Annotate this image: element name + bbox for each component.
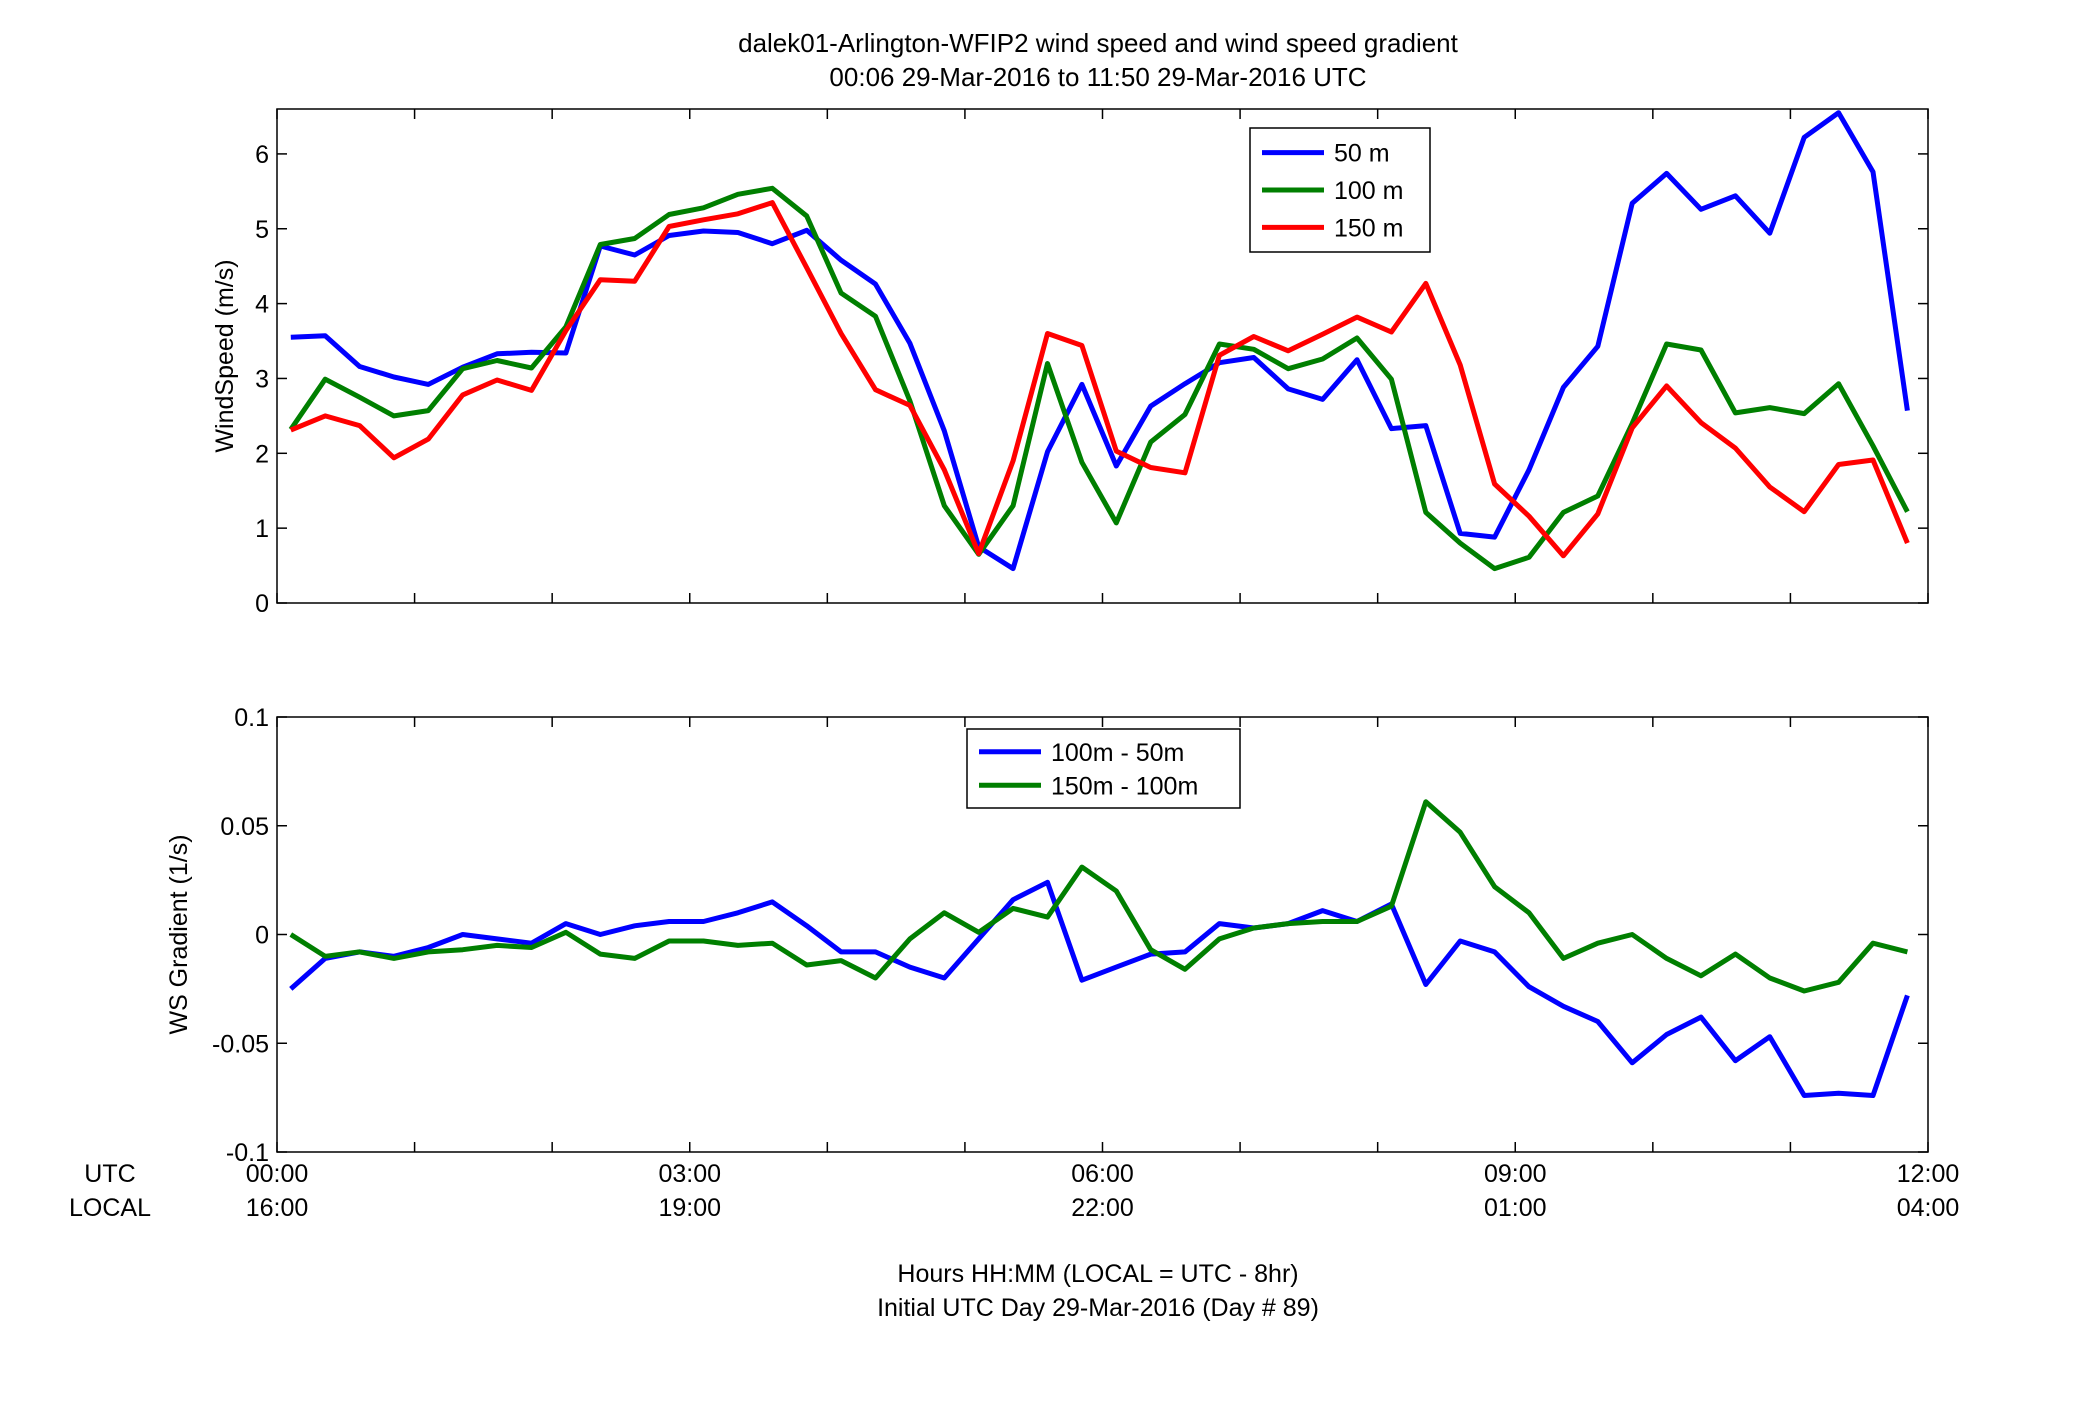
figure-title-line2: 00:06 29-Mar-2016 to 11:50 29-Mar-2016 U… (829, 62, 1366, 92)
legend: 100m - 50m 150m - 100m (966, 728, 1241, 809)
utc-row-label: UTC (84, 1160, 135, 1188)
figure-title-line1: dalek01-Arlington-WFIP2 wind speed and w… (738, 28, 1459, 58)
x-axis-label-line1: Hours HH:MM (LOCAL = UTC - 8hr) (897, 1260, 1298, 1288)
y-tick-label: 1 (255, 515, 269, 543)
x-tick-label-local: 04:00 (1897, 1194, 1960, 1222)
y-tick-label: 3 (255, 365, 269, 393)
wind-speed-plot: 0 1 2 3 4 5 6 WindSpeed (m/s) 50 m 100 m 150 m (211, 108, 1929, 618)
x-axis-label-line2: Initial UTC Day 29-Mar-2016 (Day # 89) (877, 1294, 1319, 1322)
series-line-1 (288, 185, 1910, 572)
x-tick-label-local: 22:00 (1071, 1194, 1134, 1222)
x-tick-label-utc: 06:00 (1071, 1160, 1134, 1188)
y-tick-label: 6 (255, 141, 269, 169)
legend-box (966, 728, 1241, 809)
y-tick-label: 0 (255, 590, 269, 618)
y-tick-label: 0.05 (220, 813, 269, 841)
y-tick-label: 0.1 (234, 704, 269, 732)
series-line-1 (289, 799, 1909, 994)
legend-label: 100m - 50m (1051, 739, 1184, 767)
y-tick-label: 2 (255, 440, 269, 468)
legend-label: 50 m (1334, 140, 1390, 168)
y-tick-label: 4 (255, 291, 269, 319)
y-tick-label: -0.1 (226, 1139, 269, 1167)
x-tick-label-local: 01:00 (1484, 1194, 1547, 1222)
legend-label: 100 m (1334, 177, 1403, 205)
x-tick-label-utc: 03:00 (658, 1160, 721, 1188)
series-line-0 (289, 879, 1910, 1098)
x-tick-label-utc: 00:00 (246, 1160, 309, 1188)
wind-gradient-plot: -0.1 -0.05 0 0.05 0.1 WS Gradient (1/s) 00:00 1… (165, 704, 1959, 1222)
y-tick-label: -0.05 (212, 1030, 269, 1058)
x-tick-label-utc: 09:00 (1484, 1160, 1547, 1188)
y-axis-label: WindSpeed (m/s) (211, 259, 239, 452)
legend-label: 150m - 100m (1051, 772, 1198, 800)
y-tick-label: 5 (255, 216, 269, 244)
x-tick-label-utc: 12:00 (1897, 1160, 1960, 1188)
legend-label: 150 m (1334, 214, 1403, 242)
x-tick-label-local: 19:00 (658, 1194, 721, 1222)
plot-frame (276, 108, 1929, 604)
legend: 50 m 100 m 150 m (1249, 127, 1431, 253)
y-axis-label: WS Gradient (1/s) (165, 834, 193, 1034)
x-tick-label-local: 16:00 (246, 1194, 309, 1222)
series-line-2 (289, 200, 1910, 559)
local-row-label: LOCAL (69, 1194, 151, 1222)
series-line-0 (290, 110, 1910, 572)
y-tick-label: 0 (255, 922, 269, 950)
